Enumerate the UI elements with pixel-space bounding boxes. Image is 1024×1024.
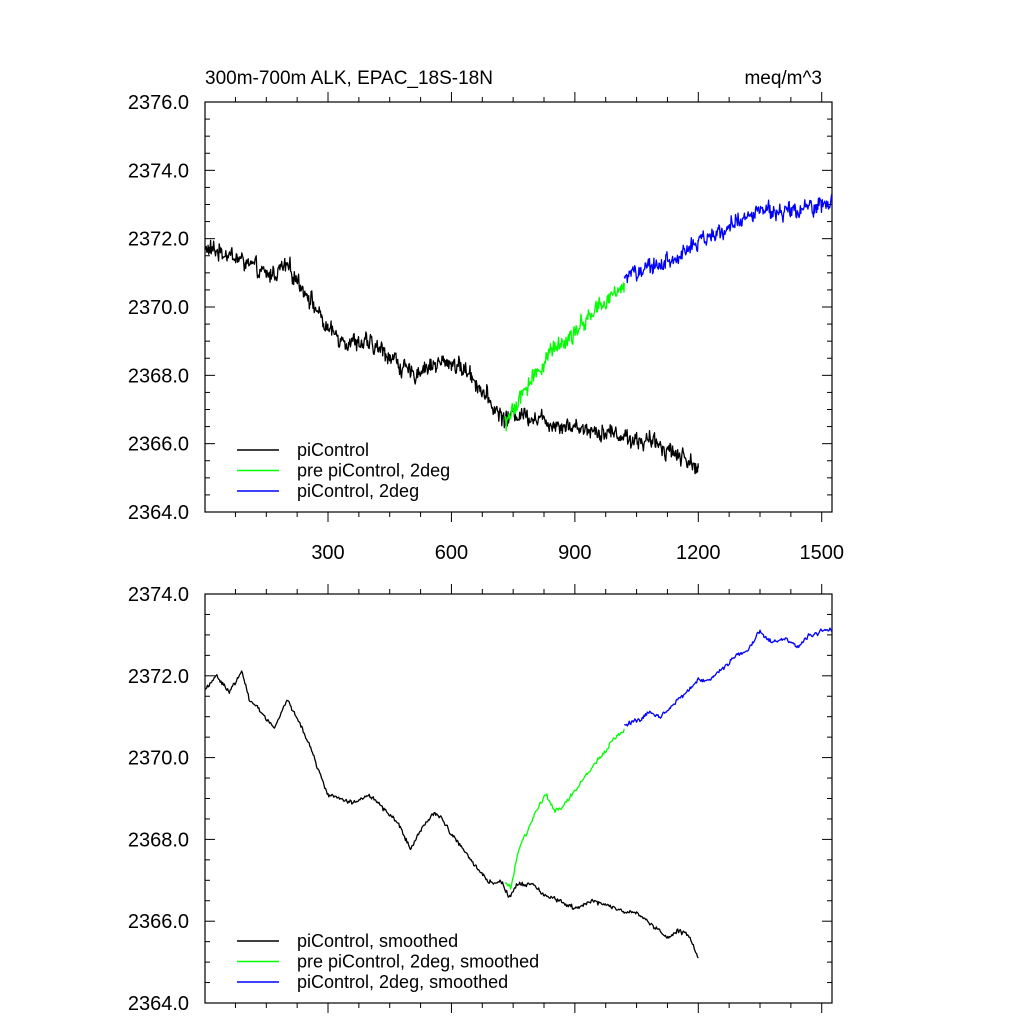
legend-entry-label: pre piControl, 2deg: [297, 461, 450, 481]
y-tick-label: 2374.0: [128, 160, 189, 182]
y-tick-label: 2364.0: [128, 993, 189, 1015]
y-tick-label: 2366.0: [128, 434, 189, 456]
y-tick-label: 2376.0: [128, 92, 189, 114]
legend-entry-label: piControl, 2deg, smoothed: [297, 972, 508, 992]
y-tick-label: 2372.0: [128, 666, 189, 688]
series-group: [205, 627, 832, 959]
y-tick-label: 2370.0: [128, 748, 189, 770]
units-label: meq/m^3: [744, 68, 822, 89]
legend-entry-label: piControl, smoothed: [297, 931, 458, 951]
x-tick-label: 1500: [799, 542, 844, 564]
legend-entry-label: pre piControl, 2deg, smoothed: [297, 952, 539, 972]
series-line-0: [205, 239, 699, 475]
x-tick-label: 1200: [676, 542, 721, 564]
x-tick-label: 300: [311, 542, 344, 564]
legend-entry-label: piControl, 2deg: [297, 481, 419, 501]
bottom-chart-panel: 2364.0 2366.0 2368.0 2370.0 2372.0 2374.0 piCo…: [128, 584, 833, 1015]
y-tick-label: 2368.0: [128, 365, 189, 387]
top-chart-panel: 2364.0 2366.0 2368.0 2370.0 2372.0 2374.0 2376…: [128, 68, 844, 564]
y-tick-label: 2372.0: [128, 229, 189, 251]
legend-entry-label: piControl: [297, 440, 369, 460]
x-tick-label: 900: [558, 542, 591, 564]
series-line-2: [624, 627, 832, 727]
y-tick-label: 2364.0: [128, 502, 189, 524]
y-tick-label: 2366.0: [128, 911, 189, 933]
y-tick-label: 2374.0: [128, 584, 189, 606]
series-line-1: [504, 728, 625, 890]
series-line-2: [623, 193, 832, 284]
chart-title: 300m-700m ALK, EPAC_18S-18N: [205, 68, 493, 89]
series-line-0: [205, 670, 699, 959]
x-tick-label: 600: [435, 542, 468, 564]
y-tick-label: 2368.0: [128, 829, 189, 851]
series-line-1: [504, 282, 625, 432]
series-group: [205, 193, 832, 475]
y-tick-label: 2370.0: [128, 297, 189, 319]
